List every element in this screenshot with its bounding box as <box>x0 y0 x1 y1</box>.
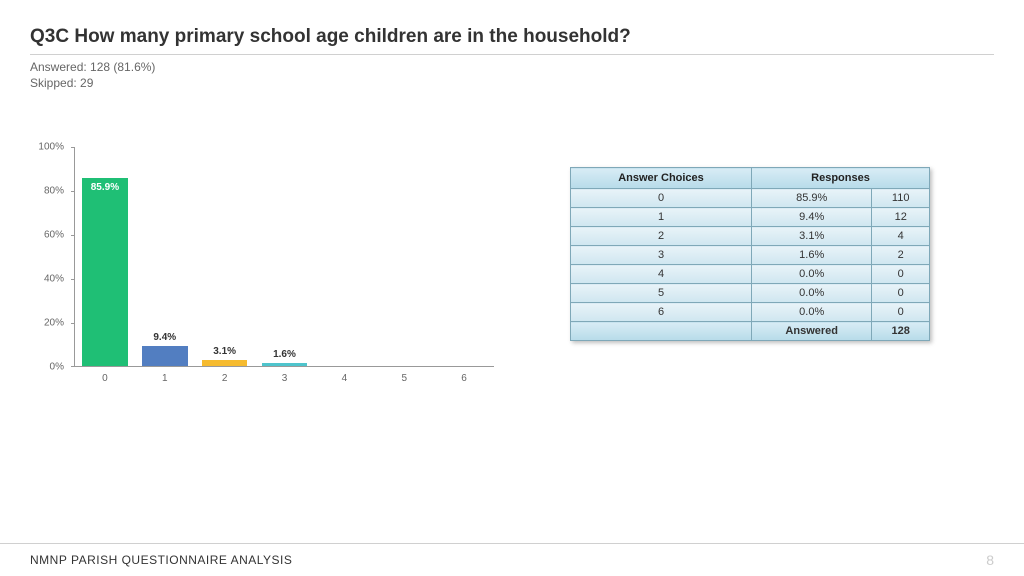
table-footer-row: Answered128 <box>571 322 930 341</box>
table-cell: Answered <box>752 322 872 341</box>
x-tick-label: 4 <box>314 373 374 384</box>
y-axis: 0%20%40%60%80%100% <box>30 147 70 367</box>
table-row: 60.0%0 <box>571 303 930 322</box>
col-answer-choices: Answer Choices <box>571 168 752 189</box>
x-tick-label: 5 <box>374 373 434 384</box>
bar-slot: 5 <box>374 147 434 366</box>
table-row: 085.9%110 <box>571 189 930 208</box>
table-cell: 2 <box>872 246 930 265</box>
table-cell: 0.0% <box>752 284 872 303</box>
table-cell <box>571 322 752 341</box>
y-tick-mark <box>71 147 75 148</box>
responses-table: Answer Choices Responses 085.9%11019.4%1… <box>570 167 930 341</box>
table-cell: 0.0% <box>752 265 872 284</box>
table-cell: 4 <box>872 227 930 246</box>
question-title: Q3C How many primary school age children… <box>30 26 994 55</box>
responses-table-wrap: Answer Choices Responses 085.9%11019.4%1… <box>570 167 930 407</box>
bars-container: 85.9%09.4%13.1%21.6%3456 <box>75 147 494 366</box>
table-row: 40.0%0 <box>571 265 930 284</box>
table-cell: 9.4% <box>752 208 872 227</box>
bar: 85.9% <box>82 178 127 366</box>
x-tick-label: 6 <box>434 373 494 384</box>
table-cell: 6 <box>571 303 752 322</box>
bar-slot: 9.4%1 <box>135 147 195 366</box>
table-header-row: Answer Choices Responses <box>571 168 930 189</box>
y-tick-mark <box>71 323 75 324</box>
y-tick-label: 40% <box>44 274 64 285</box>
x-tick-label: 1 <box>135 373 195 384</box>
y-tick-mark <box>71 366 75 367</box>
y-tick-mark <box>71 279 75 280</box>
bar-value-label: 3.1% <box>202 346 247 357</box>
bar: 1.6% <box>262 363 307 367</box>
table-cell: 1.6% <box>752 246 872 265</box>
y-tick-label: 80% <box>44 186 64 197</box>
bar: 9.4% <box>142 346 187 367</box>
table-cell: 1 <box>571 208 752 227</box>
table-cell: 4 <box>571 265 752 284</box>
y-tick-mark <box>71 191 75 192</box>
table-row: 31.6%2 <box>571 246 930 265</box>
table-cell: 85.9% <box>752 189 872 208</box>
bar-value-label: 9.4% <box>142 332 187 343</box>
table-cell: 0 <box>872 265 930 284</box>
content-row: 0%20%40%60%80%100% 85.9%09.4%13.1%21.6%3… <box>0 97 1024 407</box>
y-tick-label: 20% <box>44 318 64 329</box>
table-cell: 3 <box>571 246 752 265</box>
table-row: 19.4%12 <box>571 208 930 227</box>
table-cell: 3.1% <box>752 227 872 246</box>
bar-slot: 1.6%3 <box>255 147 315 366</box>
answered-count: Answered: 128 (81.6%) <box>30 59 994 75</box>
bar-slot: 85.9%0 <box>75 147 135 366</box>
header: Q3C How many primary school age children… <box>0 0 1024 97</box>
y-tick-label: 60% <box>44 230 64 241</box>
x-tick-label: 2 <box>195 373 255 384</box>
y-tick-mark <box>71 235 75 236</box>
table-row: 50.0%0 <box>571 284 930 303</box>
table-cell: 2 <box>571 227 752 246</box>
table-cell: 0.0% <box>752 303 872 322</box>
page-footer: NMNP PARISH QUESTIONNAIRE ANALYSIS 8 <box>0 543 1024 576</box>
table-cell: 0 <box>872 284 930 303</box>
footer-text: NMNP PARISH QUESTIONNAIRE ANALYSIS <box>30 553 292 567</box>
bar-value-label: 85.9% <box>82 182 127 193</box>
table-cell: 110 <box>872 189 930 208</box>
table-cell: 12 <box>872 208 930 227</box>
bar-chart: 0%20%40%60%80%100% 85.9%09.4%13.1%21.6%3… <box>30 147 500 407</box>
table-cell: 0 <box>571 189 752 208</box>
table-body: 085.9%11019.4%1223.1%431.6%240.0%050.0%0… <box>571 189 930 341</box>
table-row: 23.1%4 <box>571 227 930 246</box>
plot-area: 85.9%09.4%13.1%21.6%3456 <box>74 147 494 367</box>
response-meta: Answered: 128 (81.6%) Skipped: 29 <box>30 59 994 91</box>
y-tick-label: 0% <box>50 362 64 373</box>
bar-value-label: 1.6% <box>262 349 307 360</box>
y-tick-label: 100% <box>38 142 64 153</box>
table-cell: 128 <box>872 322 930 341</box>
page-number: 8 <box>986 552 994 568</box>
table-cell: 5 <box>571 284 752 303</box>
table-cell: 0 <box>872 303 930 322</box>
bar: 3.1% <box>202 360 247 367</box>
x-tick-label: 0 <box>75 373 135 384</box>
bar-slot: 3.1%2 <box>195 147 255 366</box>
x-tick-label: 3 <box>255 373 315 384</box>
bar-slot: 6 <box>434 147 494 366</box>
col-responses: Responses <box>752 168 930 189</box>
bar-slot: 4 <box>314 147 374 366</box>
skipped-count: Skipped: 29 <box>30 75 994 91</box>
